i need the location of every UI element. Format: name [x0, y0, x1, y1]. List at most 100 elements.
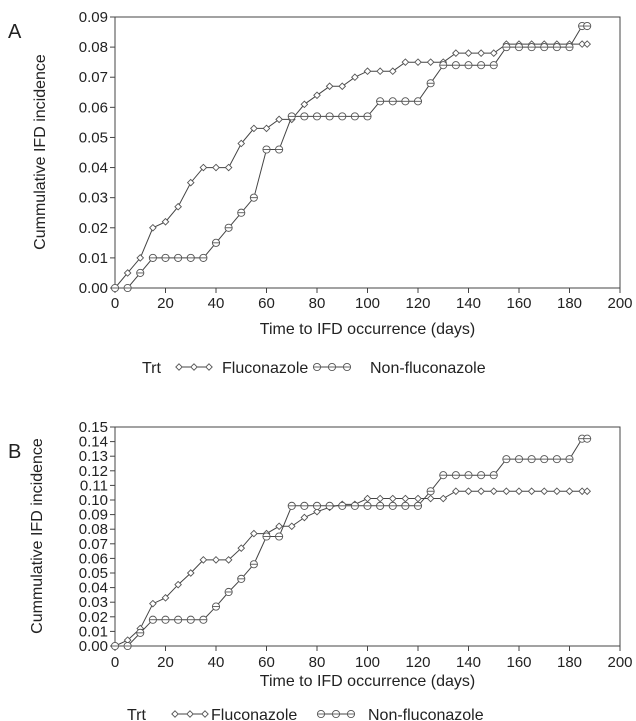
series-line — [114, 490, 588, 647]
data-point — [186, 569, 195, 577]
data-point — [583, 434, 592, 443]
x-tick-label: 40 — [208, 295, 225, 312]
data-point — [388, 494, 397, 503]
y-axis-label: Cummulative IFD incidence — [29, 438, 46, 634]
series-diamond — [111, 487, 592, 650]
data-point — [376, 501, 385, 510]
panel-letter: A — [8, 21, 22, 43]
x-tick-label: 20 — [157, 295, 174, 312]
data-point — [110, 641, 120, 651]
x-tick-label: 0 — [111, 654, 119, 671]
legend-entry: Non-fluconazole — [312, 360, 486, 377]
data-point — [351, 73, 359, 82]
data-point — [287, 112, 296, 121]
data-point — [452, 49, 460, 57]
data-point — [199, 163, 208, 172]
data-point — [224, 223, 233, 232]
data-point — [287, 522, 296, 531]
data-point — [401, 494, 410, 503]
y-tick-label: 0.14 — [79, 434, 108, 451]
data-point — [452, 487, 460, 496]
data-point — [401, 501, 410, 510]
x-tick-label: 140 — [456, 654, 481, 671]
y-tick-label: 0.11 — [80, 477, 108, 494]
series-diamond — [111, 40, 592, 292]
data-point — [313, 91, 321, 100]
data-point — [149, 223, 157, 232]
data-point — [477, 49, 485, 57]
data-point — [174, 202, 182, 211]
legend-swatch-marker — [312, 362, 322, 372]
data-point — [502, 455, 511, 464]
x-tick-label: 140 — [456, 295, 481, 312]
data-point — [275, 115, 283, 124]
data-point — [451, 61, 460, 70]
data-point — [489, 487, 498, 496]
data-point — [250, 124, 258, 133]
data-point — [275, 532, 284, 541]
data-point — [313, 507, 321, 516]
legend: Trt Fluconazole Non-fluconazole — [127, 707, 484, 721]
data-point — [388, 97, 397, 106]
data-point — [186, 253, 195, 262]
data-point — [502, 487, 511, 496]
x-tick-label: 180 — [557, 295, 582, 312]
data-point — [540, 487, 549, 496]
data-point — [439, 61, 448, 70]
data-point — [300, 112, 309, 121]
data-point — [552, 43, 561, 52]
data-point — [464, 487, 473, 496]
data-point — [514, 43, 524, 52]
legend-label: Non-fluconazole — [370, 360, 486, 377]
data-point — [224, 163, 233, 172]
data-point — [287, 501, 296, 510]
panel-letter: B — [8, 441, 21, 463]
data-point — [174, 580, 182, 589]
data-point — [583, 40, 592, 48]
y-tick-label: 0.07 — [79, 69, 108, 86]
x-tick-label: 80 — [309, 295, 326, 312]
y-axis-label: Cummulative IFD incidence — [32, 54, 49, 250]
x-tick-label: 200 — [607, 654, 632, 671]
legend-title: Trt — [142, 360, 162, 377]
y-tick-label: 0.03 — [79, 190, 108, 207]
data-point — [312, 112, 322, 121]
legend-label: Non-fluconazole — [368, 707, 484, 721]
data-point — [199, 615, 208, 624]
x-tick-label: 40 — [208, 654, 225, 671]
y-tick-label: 0.09 — [79, 507, 108, 524]
series-circle — [110, 21, 592, 293]
data-point — [237, 574, 246, 583]
x-tick-label: 0 — [111, 295, 119, 312]
y-tick-label: 0.00 — [79, 280, 108, 297]
data-point — [161, 593, 170, 602]
data-point — [224, 556, 233, 564]
y-tick-label: 0.04 — [79, 160, 108, 177]
data-point — [439, 494, 448, 503]
chart-panel-b: B 0.000.010.020.030.040.050.060.070.080.0… — [8, 419, 633, 721]
y-tick-label: 0.03 — [79, 594, 108, 611]
data-point — [249, 193, 258, 202]
legend-swatch-marker — [346, 709, 356, 719]
x-tick-label: 200 — [607, 295, 632, 312]
series-line — [114, 43, 588, 289]
data-point — [477, 487, 485, 496]
y-tick-label: 0.12 — [79, 463, 108, 480]
data-point — [388, 501, 397, 510]
data-point — [477, 61, 486, 70]
data-point — [426, 494, 435, 503]
y-tick-label: 0.09 — [79, 9, 108, 26]
data-point — [527, 487, 536, 496]
legend-swatch-marker — [171, 710, 179, 718]
y-tick-label: 0.15 — [79, 419, 108, 436]
data-point — [249, 560, 258, 569]
data-point — [464, 471, 473, 480]
data-point — [262, 145, 271, 154]
data-point — [110, 283, 120, 293]
x-tick-label: 160 — [506, 295, 531, 312]
x-axis-label: Time to IFD occurrence (days) — [260, 321, 475, 338]
data-point — [123, 641, 132, 651]
y-tick-label: 0.06 — [79, 550, 108, 567]
data-point — [376, 97, 385, 106]
legend-swatch-marker — [331, 709, 341, 719]
